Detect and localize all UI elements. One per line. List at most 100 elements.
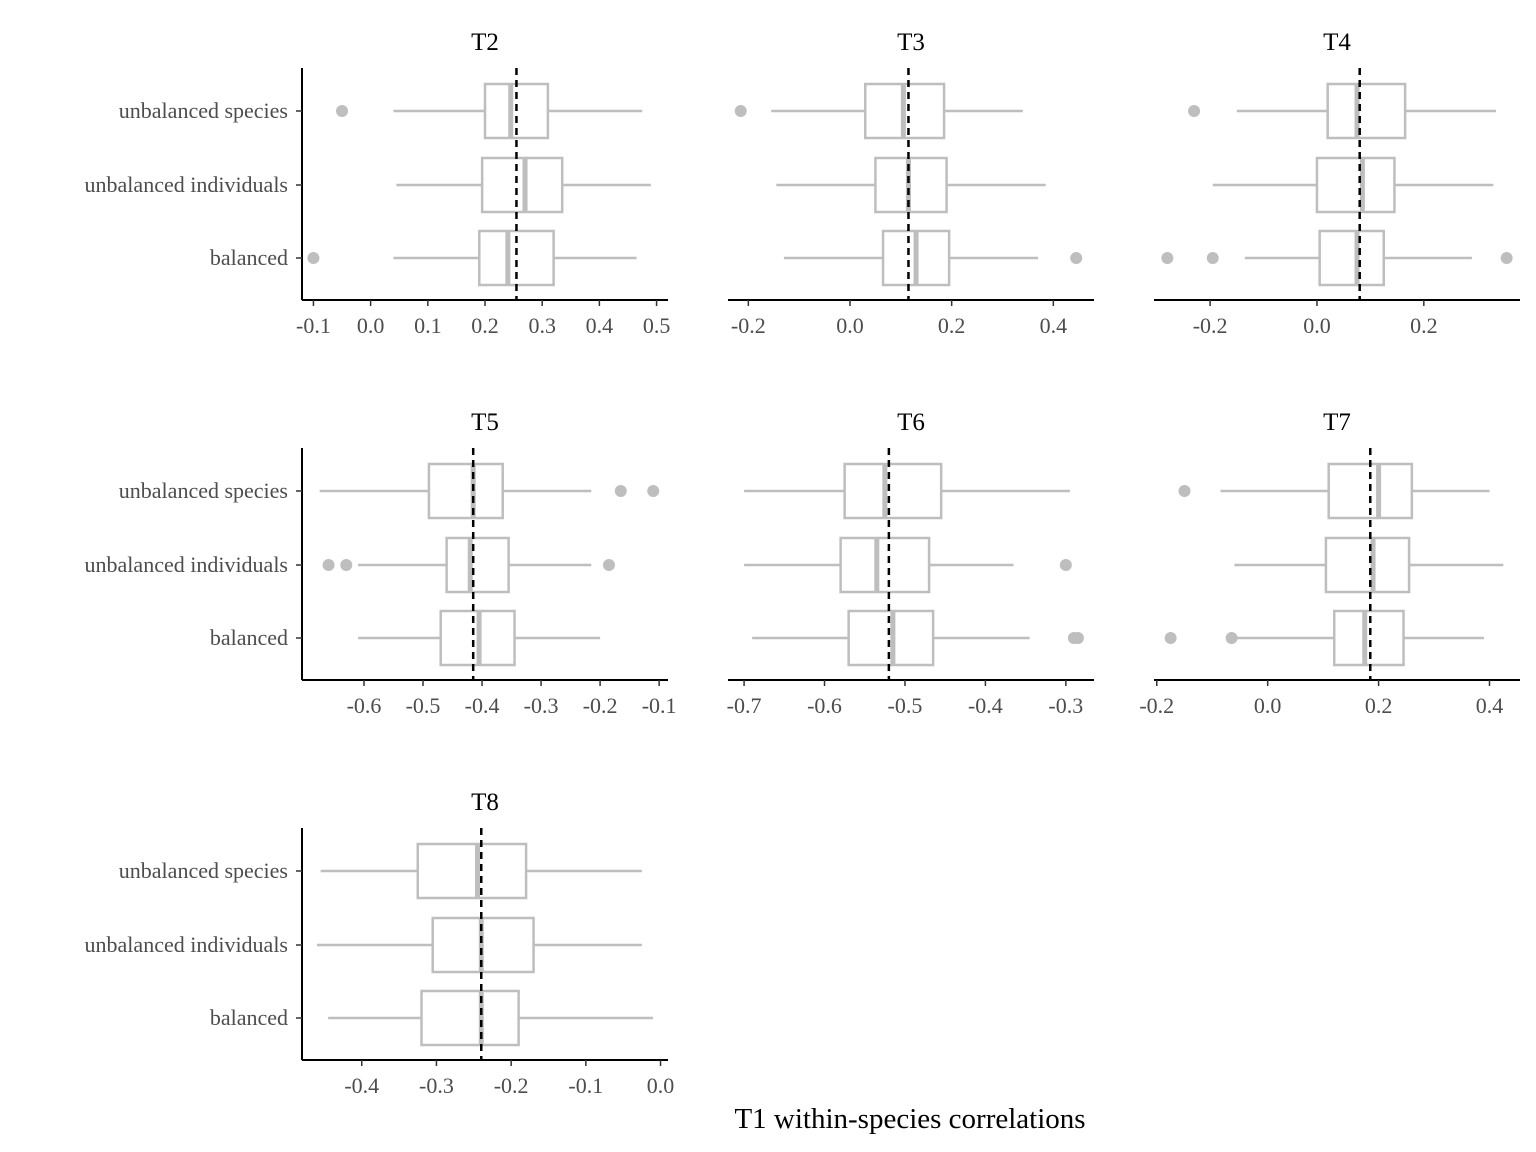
x-tick-label: 0.1 xyxy=(414,313,442,338)
box-unbalanced-species xyxy=(734,82,1023,140)
box-balanced xyxy=(328,989,654,1047)
outlier-point xyxy=(1225,632,1238,644)
x-tick-label: 0.3 xyxy=(528,313,556,338)
x-tick-label: -0.5 xyxy=(406,693,441,718)
outlier-point xyxy=(734,105,747,117)
x-axis-label: T1 within-species correlations xyxy=(734,1103,1085,1135)
outlier-point xyxy=(602,559,615,571)
panel-title: T7 xyxy=(1323,409,1351,436)
panel-title: T8 xyxy=(471,789,499,816)
box-unbalanced-individuals xyxy=(776,156,1046,214)
panel-t4: T4 -0.2 0.0 0.2 xyxy=(1154,29,1520,338)
box-unbalanced-individuals xyxy=(744,536,1072,594)
x-tick-label: -0.7 xyxy=(727,693,762,718)
y-tick-label: balanced xyxy=(210,625,288,650)
box-iqr xyxy=(1315,156,1396,214)
box-unbalanced-species xyxy=(1178,462,1490,520)
outlier-point xyxy=(340,559,353,571)
outlier-point xyxy=(1206,252,1219,264)
y-tick-label: balanced xyxy=(210,245,288,270)
outlier-point xyxy=(1161,252,1174,264)
box-balanced xyxy=(752,609,1084,667)
outlier-point xyxy=(1188,105,1201,117)
box-iqr xyxy=(480,156,564,214)
panel-t5: T5 -0.6 -0.5 -0.4 -0.3 -0.2 -0.1 unbalanced spe… xyxy=(85,409,677,718)
panel-title: T5 xyxy=(471,409,499,436)
x-tick-label: -0.1 xyxy=(296,313,331,338)
x-tick-label: -0.2 xyxy=(731,313,766,338)
x-tick-label: 0.2 xyxy=(471,313,499,338)
y-tick-label: unbalanced individuals xyxy=(85,172,288,197)
panel-t2: T2 -0.1 0.0 0.1 0.2 0.3 0.4 0.5 unbalanced speci… xyxy=(85,29,671,338)
x-tick-label: -0.4 xyxy=(465,693,500,718)
box-iqr xyxy=(1318,229,1386,287)
x-tick-label: -0.3 xyxy=(1048,693,1083,718)
outlier-point xyxy=(1059,559,1072,571)
box-balanced xyxy=(358,609,601,667)
x-tick-label: 0.2 xyxy=(1410,313,1438,338)
outlier-point xyxy=(647,485,660,497)
x-tick-label: 0.4 xyxy=(586,313,614,338)
outlier-point xyxy=(1164,632,1177,644)
x-tick-label: -0.4 xyxy=(968,693,1003,718)
panel-title: T3 xyxy=(897,29,925,56)
outlier-point xyxy=(1070,252,1083,264)
box-unbalanced-species xyxy=(336,82,643,140)
panel-t3: T3 -0.2 0.0 0.2 0.4 xyxy=(728,29,1094,338)
box-iqr xyxy=(420,989,520,1047)
box-unbalanced-species xyxy=(1188,82,1496,140)
box-iqr xyxy=(416,842,528,900)
box-iqr xyxy=(1326,82,1407,140)
x-tick-label: -0.2 xyxy=(1193,313,1228,338)
box-unbalanced-individuals xyxy=(1212,156,1494,214)
box-balanced xyxy=(1161,229,1513,287)
x-tick-label: -0.5 xyxy=(888,693,923,718)
panel-t6: T6 -0.7 -0.6 -0.5 -0.4 -0.3 xyxy=(727,409,1094,718)
x-tick-label: -0.1 xyxy=(568,1073,603,1098)
outlier-point xyxy=(1178,485,1191,497)
box-unbalanced-species xyxy=(319,462,660,520)
y-tick-label: unbalanced species xyxy=(119,858,288,883)
y-tick-label: balanced xyxy=(210,1005,288,1030)
x-tick-label: 0.2 xyxy=(938,313,966,338)
x-tick-label: 0.5 xyxy=(643,313,671,338)
outlier-point xyxy=(307,252,320,264)
x-tick-label: 0.2 xyxy=(1365,693,1393,718)
box-iqr xyxy=(843,462,943,520)
x-tick-label: 0.0 xyxy=(1254,693,1282,718)
box-unbalanced-individuals xyxy=(322,536,615,594)
box-unbalanced-individuals xyxy=(396,156,651,214)
x-tick-label: 0.0 xyxy=(1303,313,1331,338)
y-tick-label: unbalanced individuals xyxy=(85,932,288,957)
box-unbalanced-individuals xyxy=(1234,536,1504,594)
x-tick-label: -0.3 xyxy=(524,693,559,718)
box-iqr xyxy=(427,462,504,520)
box-balanced xyxy=(783,229,1083,287)
outlier-point xyxy=(614,485,627,497)
outlier-point xyxy=(336,105,349,117)
y-tick-label: unbalanced species xyxy=(119,478,288,503)
box-unbalanced-species xyxy=(744,462,1070,520)
box-iqr xyxy=(1332,609,1405,667)
outlier-point xyxy=(1071,632,1084,644)
box-balanced xyxy=(1164,609,1484,667)
x-tick-label: -0.2 xyxy=(494,1073,529,1098)
panel-title: T4 xyxy=(1323,29,1351,56)
box-balanced xyxy=(307,229,637,287)
box-unbalanced-species xyxy=(320,842,642,900)
outlier-point xyxy=(1500,252,1513,264)
x-tick-label: 0.4 xyxy=(1040,313,1068,338)
y-tick-label: unbalanced individuals xyxy=(85,552,288,577)
x-tick-label: -0.2 xyxy=(583,693,618,718)
panel-title: T6 xyxy=(897,409,925,436)
x-tick-label: 0.4 xyxy=(1476,693,1504,718)
x-tick-label: -0.2 xyxy=(1139,693,1174,718)
panel-t7: T7 -0.2 0.0 0.2 0.4 xyxy=(1139,409,1520,718)
y-tick-label: unbalanced species xyxy=(119,98,288,123)
box-unbalanced-individuals xyxy=(316,916,642,974)
x-tick-label: -0.1 xyxy=(642,693,677,718)
x-tick-label: 0.0 xyxy=(836,313,864,338)
outlier-point xyxy=(322,559,335,571)
panel-t8: T8 -0.4 -0.3 -0.2 -0.1 0.0 unbalanced species u… xyxy=(85,789,675,1098)
